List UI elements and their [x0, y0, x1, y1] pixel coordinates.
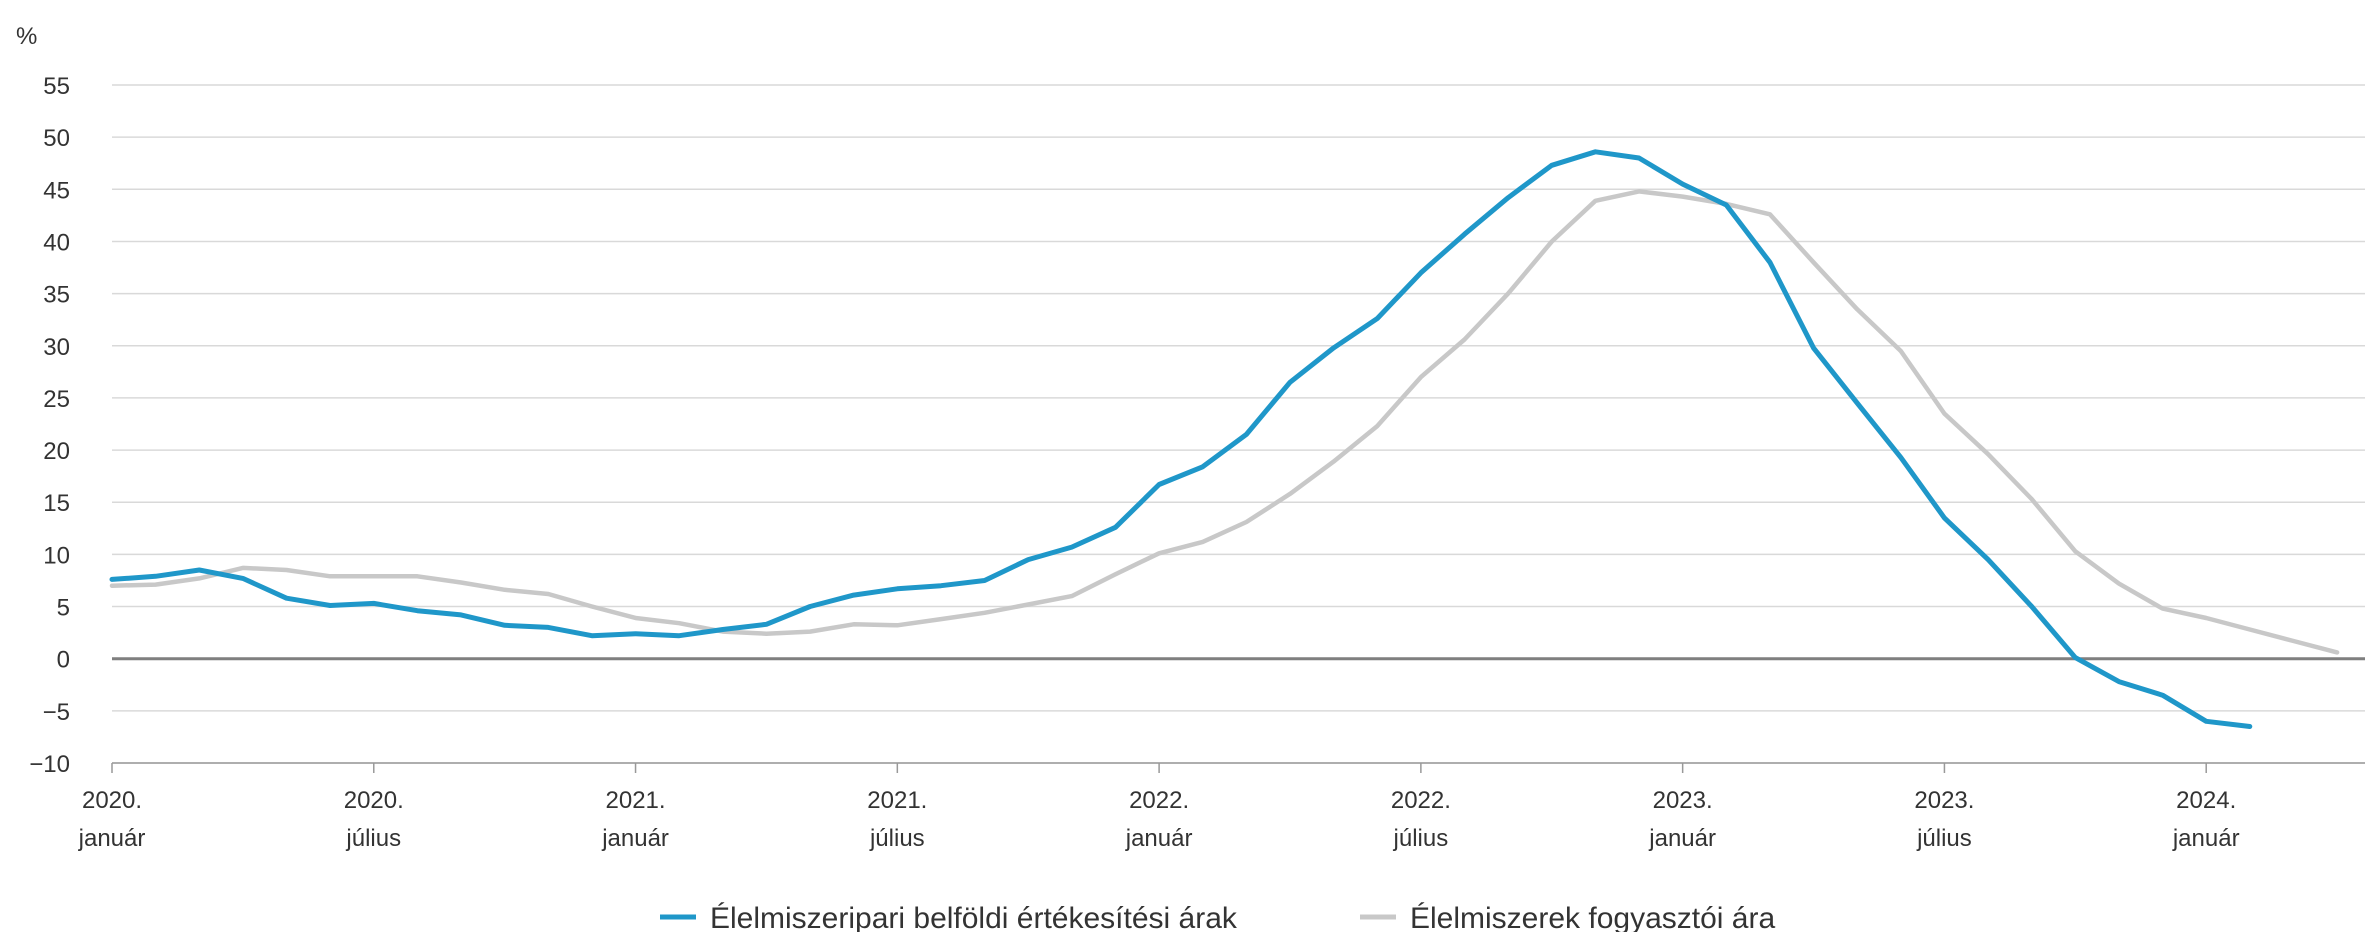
gridlines	[112, 84, 2365, 764]
x-axis: 2020. január 2020. július 2021. január 2021. jú…	[78, 762, 2365, 852]
y-tick-label: 10	[43, 542, 70, 569]
x-tick-label-year: 2023.	[1914, 787, 1974, 814]
x-tick-label-month: január	[2172, 825, 2240, 852]
y-axis-unit: %	[16, 23, 37, 50]
x-tick-label-month: január	[1125, 825, 1193, 852]
x-tick-label-year: 2022.	[1129, 787, 1189, 814]
x-tick-label-year: 2021.	[867, 787, 927, 814]
x-tick-label-year: 2022.	[1391, 787, 1451, 814]
legend-label-elelmiszeripari: Élelmiszeripari belföldi értékesítési ár…	[710, 902, 1238, 932]
x-tick-label-year: 2021.	[606, 787, 666, 814]
y-tick-label: −5	[43, 699, 70, 726]
y-tick-label: 30	[43, 334, 70, 361]
y-tick-label: 20	[43, 438, 70, 465]
y-tick-label: −10	[29, 751, 70, 778]
y-tick-label: 25	[43, 386, 70, 413]
series-line-elelmiszeripari	[109, 149, 2253, 729]
x-tick-label-year: 2020.	[344, 787, 404, 814]
y-tick-label: 50	[43, 125, 70, 152]
y-tick-label: 15	[43, 490, 70, 517]
x-tick-label-month: július	[869, 825, 925, 852]
x-tick-label-month: január	[1648, 825, 1716, 852]
x-tick-label-year: 2020.	[82, 787, 142, 814]
x-tick-label-month: július	[1916, 825, 1972, 852]
y-tick-label: 5	[57, 595, 70, 622]
series-line-fogyasztoi	[109, 189, 2340, 655]
y-tick-label: 45	[43, 177, 70, 204]
y-tick-label: 35	[43, 282, 70, 309]
y-tick-label: 55	[43, 73, 70, 100]
x-tick-label-year: 2023.	[1653, 787, 1713, 814]
x-tick-label-month: július	[1393, 825, 1449, 852]
y-axis-unit-label: %	[16, 23, 37, 50]
x-tick-label-month: január	[78, 825, 146, 852]
y-tick-label: 0	[57, 647, 70, 674]
y-tick-label: 40	[43, 229, 70, 256]
series-lines	[109, 149, 2340, 729]
x-tick-label-month: július	[345, 825, 401, 852]
x-tick-label-month: január	[601, 825, 669, 852]
x-tick-label-year: 2024.	[2176, 787, 2236, 814]
legend-label-fogyasztoi: Élelmiszerek fogyasztói ára	[1410, 902, 1775, 932]
legend: Élelmiszeripari belföldi értékesítési ár…	[660, 902, 1775, 932]
